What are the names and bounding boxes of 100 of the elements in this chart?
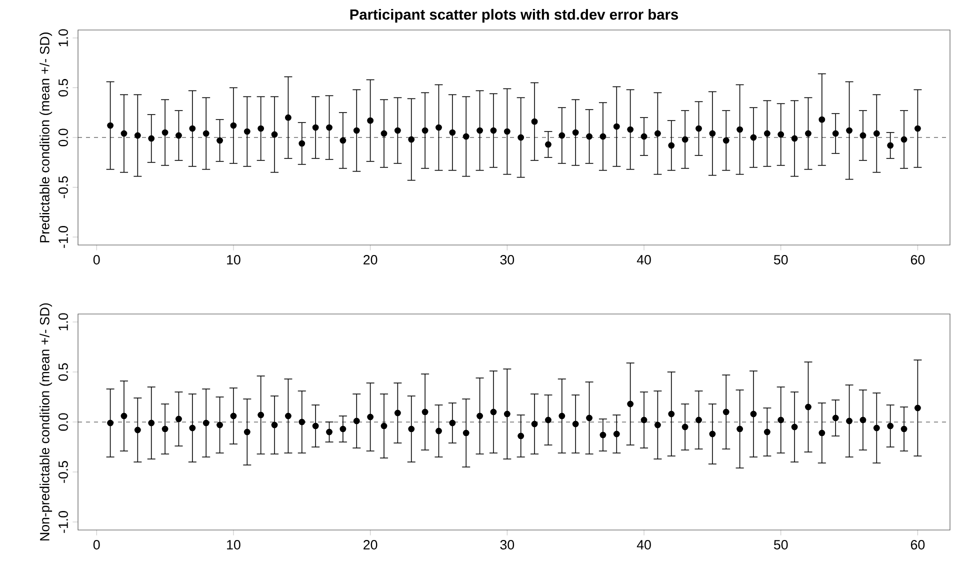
- point: [696, 416, 702, 424]
- point: [490, 127, 497, 134]
- point: [340, 137, 346, 144]
- point: [709, 430, 716, 438]
- point: [518, 432, 524, 440]
- point: [504, 128, 510, 135]
- point: [627, 400, 634, 408]
- point: [312, 422, 319, 430]
- point: [189, 125, 196, 132]
- point: [873, 130, 880, 137]
- point: [900, 136, 908, 143]
- x-tick-label: 50: [774, 540, 788, 550]
- point: [298, 140, 306, 147]
- x-tick-label: 0: [93, 540, 100, 550]
- point: [572, 129, 579, 136]
- point: [640, 416, 648, 424]
- x-tick-label: 40: [636, 255, 651, 264]
- y-tick-label: -1.0: [58, 226, 68, 248]
- y-axis-title: Predictable condition (mean +/- SD): [40, 32, 52, 242]
- point: [668, 142, 675, 149]
- x-tick-label: 10: [227, 255, 240, 264]
- point: [285, 412, 292, 420]
- point: [216, 137, 223, 144]
- point: [722, 408, 730, 416]
- point: [914, 404, 921, 412]
- y-axis-title: Non-predictable condition (mean +/- SD): [40, 303, 52, 540]
- x-tick-label: 30: [500, 540, 514, 550]
- x-tick-label: 60: [910, 540, 925, 550]
- point: [298, 418, 306, 426]
- point: [312, 124, 319, 131]
- point: [846, 418, 852, 424]
- point: [709, 130, 716, 137]
- point: [462, 430, 470, 436]
- point: [750, 134, 757, 141]
- point: [545, 416, 552, 424]
- y-tick-label: -1.0: [58, 511, 68, 533]
- x-tick-label: 20: [364, 540, 378, 550]
- point: [394, 127, 401, 134]
- point: [285, 114, 292, 121]
- point: [462, 133, 470, 140]
- point: [722, 137, 730, 144]
- point: [873, 424, 880, 432]
- point: [791, 424, 798, 430]
- point: [860, 416, 866, 424]
- point: [353, 418, 360, 424]
- point: [148, 420, 155, 426]
- point: [832, 414, 839, 422]
- point: [326, 428, 332, 436]
- point: [436, 124, 442, 131]
- point: [202, 420, 210, 426]
- point: [818, 116, 826, 123]
- point: [380, 130, 388, 137]
- point: [818, 430, 826, 436]
- point: [367, 117, 374, 124]
- point: [696, 125, 702, 132]
- x-tick-label: 20: [364, 255, 378, 264]
- point: [148, 135, 155, 142]
- point: [258, 125, 264, 132]
- point: [654, 422, 661, 428]
- point: [832, 130, 839, 137]
- point: [900, 426, 908, 432]
- point: [271, 131, 278, 138]
- point: [340, 426, 346, 432]
- x-tick-label: 0: [93, 255, 100, 264]
- point: [586, 133, 592, 140]
- point: [504, 410, 510, 418]
- y-tick-label: -0.5: [58, 176, 68, 198]
- point: [476, 412, 483, 420]
- point: [764, 130, 770, 137]
- point: [586, 414, 592, 422]
- point: [134, 426, 141, 434]
- point: [367, 414, 374, 420]
- x-tick-label: 10: [227, 540, 240, 550]
- point: [764, 428, 770, 436]
- point: [162, 129, 168, 136]
- point: [887, 142, 894, 149]
- point: [805, 130, 812, 137]
- point: [176, 132, 182, 139]
- y-tick-label: -0.5: [58, 461, 68, 483]
- point: [791, 135, 798, 142]
- point: [380, 422, 388, 430]
- point: [805, 404, 812, 410]
- point: [654, 130, 661, 137]
- point: [600, 133, 606, 140]
- point: [230, 122, 237, 129]
- point: [107, 122, 114, 129]
- point: [436, 428, 442, 434]
- point: [394, 410, 401, 416]
- point: [476, 127, 483, 134]
- point: [572, 420, 579, 428]
- point: [736, 426, 744, 432]
- point: [558, 412, 566, 420]
- point: [860, 132, 866, 139]
- y-tick-label: 0.0: [58, 128, 68, 146]
- point: [408, 136, 415, 143]
- point: [176, 416, 182, 422]
- point: [668, 410, 675, 418]
- point: [230, 412, 237, 420]
- point: [613, 430, 620, 438]
- point: [750, 410, 757, 418]
